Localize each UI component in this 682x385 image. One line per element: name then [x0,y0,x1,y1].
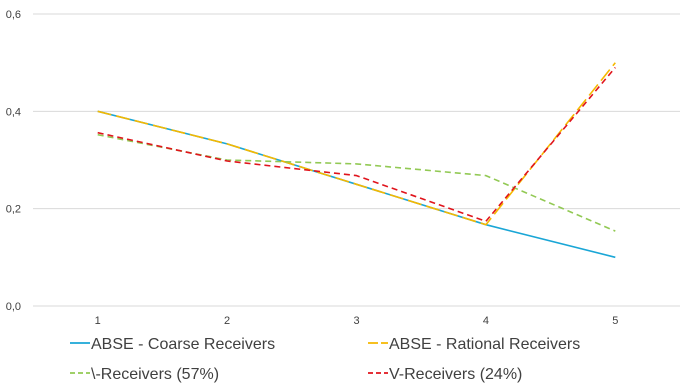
series-line-4 [97,66,616,223]
y-tick-label: 0,2 [6,204,21,216]
legend: ABSE - Coarse Receivers ABSE - Rational R… [70,336,580,383]
x-tick-label: 2 [224,315,230,327]
legend-label: ABSE - Coarse Receivers [91,336,275,353]
x-tick-label: 1 [95,315,101,327]
series-line-2 [97,62,616,226]
x-axis: 1 2 3 4 5 [33,305,680,327]
x-tick-label: 4 [483,315,489,327]
series-line-3 [97,133,616,232]
grid-lines [33,13,680,210]
x-tick-label: 3 [353,315,359,327]
legend-label: ABSE - Rational Receivers [389,336,580,353]
y-tick-label: 0,6 [6,9,21,21]
legend-label: V-Receivers (24%) [389,366,522,383]
legend-label: \-Receivers (57%) [91,366,219,383]
y-axis-ticks: 0,0 0,2 0,4 0,6 [6,9,21,313]
y-tick-label: 0,0 [6,301,21,313]
series-lines [97,62,616,259]
y-tick-label: 0,4 [6,106,21,118]
x-tick-label: 5 [612,315,618,327]
